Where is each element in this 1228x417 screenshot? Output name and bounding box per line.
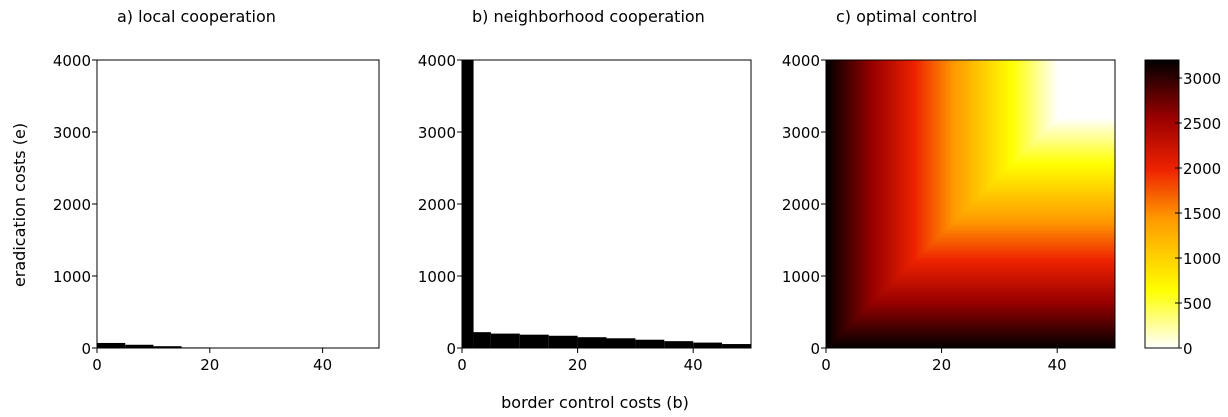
colorbar-tick-label: 500 (1183, 295, 1212, 313)
y-tick-label: 3000 (418, 124, 456, 142)
y-tick-label: 2000 (782, 196, 820, 214)
x-tick-label: 0 (92, 356, 102, 374)
colorbar-tick-label: 0 (1183, 340, 1193, 358)
region-bar (473, 332, 491, 348)
y-tick-label: 4000 (418, 52, 456, 70)
region-bar (693, 342, 723, 348)
region-bar (97, 342, 126, 348)
region-bar (635, 339, 665, 348)
y-tick-label: 1000 (782, 268, 820, 286)
panel-c-optimal-control: 0 1000 2000 3000 4000 0 20 40 (782, 52, 1116, 374)
x-tick-label: 40 (313, 356, 332, 374)
region-bar (548, 335, 578, 348)
panel-c-title: c) optimal control (836, 7, 977, 26)
region-bar (606, 338, 636, 348)
x-tick-label: 0 (821, 356, 831, 374)
x-tick-label: 20 (200, 356, 219, 374)
colorbar-gradient (1144, 59, 1180, 349)
y-tick-label: 3000 (53, 124, 91, 142)
heatmap-image (826, 60, 1115, 348)
x-axis-label: border control costs (b) (501, 393, 689, 412)
x-tick-label: 0 (457, 356, 467, 374)
y-tick-label: 0 (810, 340, 820, 358)
region-bar (664, 341, 694, 348)
region-bar (462, 60, 474, 348)
region-bar (519, 334, 549, 348)
y-tick-label: 3000 (782, 124, 820, 142)
colorbar: 0 500 1000 1500 2000 2500 3000 (1144, 59, 1221, 358)
plot-background (97, 60, 379, 348)
colorbar-tick-label: 3000 (1183, 70, 1221, 88)
region-bar (577, 337, 607, 348)
y-tick-label: 0 (81, 340, 91, 358)
colorbar-tick-label: 2000 (1183, 160, 1221, 178)
y-tick-label: 1000 (53, 268, 91, 286)
panel-b-title: b) neighborhood cooperation (472, 7, 705, 26)
x-tick-label: 40 (1048, 356, 1067, 374)
region-bar (153, 346, 182, 348)
y-tick-label: 2000 (418, 196, 456, 214)
colorbar-tick-label: 1500 (1183, 205, 1221, 223)
region-bar (722, 344, 751, 348)
x-tick-label: 40 (684, 356, 703, 374)
region-bar (125, 344, 154, 348)
colorbar-tick-label: 1000 (1183, 250, 1221, 268)
plot-background (462, 60, 751, 348)
y-tick-label: 2000 (53, 196, 91, 214)
panel-a-title: a) local cooperation (117, 7, 276, 26)
y-tick-label: 4000 (53, 52, 91, 70)
panel-a-local-cooperation: 0 1000 2000 3000 4000 0 20 40 (53, 52, 380, 374)
y-axis-label: eradication costs (e) (10, 123, 29, 287)
y-tick-label: 4000 (782, 52, 820, 70)
x-tick-label: 20 (568, 356, 587, 374)
colorbar-tick-label: 2500 (1183, 115, 1221, 133)
x-tick-label: 20 (932, 356, 951, 374)
y-tick-label: 1000 (418, 268, 456, 286)
y-tick-label: 0 (446, 340, 456, 358)
region-bar (490, 333, 520, 348)
panel-b-neighborhood-cooperation: 0 1000 2000 3000 4000 0 20 40 (418, 52, 752, 374)
